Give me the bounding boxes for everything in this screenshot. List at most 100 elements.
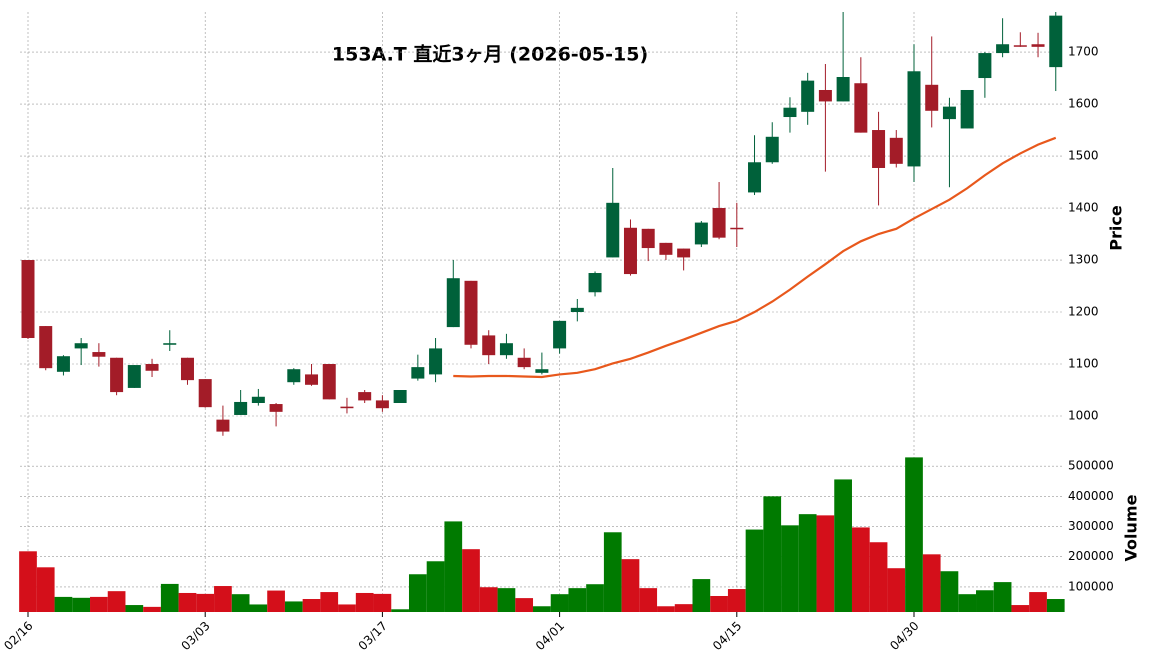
candle-body — [1031, 44, 1045, 47]
candle-body — [145, 364, 159, 371]
y-tick-label: 1400 — [1068, 201, 1099, 215]
candle-body — [836, 76, 850, 102]
volume-bar — [267, 590, 285, 612]
candle-body — [39, 326, 53, 369]
volume-bar — [355, 592, 374, 612]
volume-bar — [426, 561, 445, 612]
volume-bar — [143, 606, 161, 612]
candle-body — [889, 137, 903, 164]
candle-body — [110, 357, 124, 393]
candle-body — [375, 400, 389, 409]
volume-bar — [940, 571, 959, 612]
volume-bar — [674, 604, 693, 612]
volume-bar — [710, 595, 728, 612]
candle-body — [659, 242, 673, 255]
volume-bar — [905, 457, 923, 612]
y-tick-label: 1100 — [1068, 357, 1099, 371]
candle-body — [340, 406, 354, 409]
candle-body — [1013, 45, 1027, 47]
candle-body — [978, 53, 992, 79]
candle-body — [641, 228, 655, 249]
candle-body — [801, 80, 815, 112]
candle-body — [517, 357, 531, 368]
volume-bar — [1029, 592, 1047, 612]
volume-bar — [727, 589, 746, 612]
volume-bar — [196, 593, 215, 612]
volume-bar — [90, 596, 108, 612]
volume-bar — [408, 574, 427, 612]
candle-body — [783, 107, 797, 118]
candle-body — [180, 357, 194, 381]
volume-bar — [568, 588, 587, 612]
volume-bar — [284, 601, 303, 612]
volume-bar — [976, 590, 994, 612]
candle-body — [996, 44, 1010, 54]
volume-bar — [54, 596, 73, 612]
y-tick-label: 300000 — [1068, 519, 1114, 533]
moving-average-line — [453, 136, 1057, 379]
candle-body — [56, 356, 70, 372]
volume-bar — [834, 479, 852, 612]
candle-body — [730, 227, 744, 230]
volume-bar — [107, 591, 126, 612]
volume-bar — [586, 584, 604, 612]
volume-bar — [178, 592, 197, 612]
y-tick-label: 1000 — [1068, 409, 1099, 423]
candle-body — [854, 83, 868, 133]
volume-bar — [887, 568, 906, 612]
candle-body — [21, 260, 35, 339]
candle-body — [269, 404, 283, 412]
volume-bar — [869, 542, 888, 612]
volume-axis-label: Volume — [1122, 494, 1141, 561]
candle-body — [535, 369, 549, 373]
candle-body — [748, 162, 762, 193]
volume-bar — [621, 559, 640, 612]
candle-body — [588, 273, 602, 293]
volume-bar — [479, 587, 498, 612]
volume-bar — [320, 592, 339, 612]
y-tick-label: 1600 — [1068, 97, 1099, 111]
volume-bar — [19, 551, 37, 612]
y-tick-label: 100000 — [1068, 579, 1114, 593]
candle-body — [92, 352, 106, 357]
volume-bar — [160, 583, 179, 612]
volume-bar — [922, 554, 941, 612]
candle-body — [322, 364, 336, 400]
volume-bar — [1046, 599, 1065, 612]
candle-body — [358, 392, 372, 401]
candle-body — [198, 379, 212, 408]
candle-body — [606, 202, 620, 258]
x-tick-label: 03/17 — [356, 619, 390, 653]
volume-bar — [497, 588, 516, 612]
volume-bar — [692, 579, 711, 612]
candle-body — [251, 396, 265, 404]
volume-bar — [515, 598, 534, 612]
x-tick-label: 04/15 — [710, 619, 744, 653]
y-tick-label: 400000 — [1068, 489, 1114, 503]
candle-body — [623, 227, 637, 275]
candle-body — [287, 369, 301, 383]
volume-bar — [993, 582, 1012, 612]
candle-body — [74, 343, 88, 349]
volume-bar — [373, 593, 392, 612]
candle-body — [925, 84, 939, 111]
candle-body — [960, 89, 974, 129]
volume-bar — [533, 606, 551, 612]
volume-bar — [851, 527, 870, 612]
volume-bar — [781, 525, 799, 612]
x-tick-label: 02/16 — [1, 619, 35, 653]
candle-body — [464, 280, 478, 345]
volume-bar — [72, 597, 91, 612]
y-tick-label: 1300 — [1068, 253, 1099, 267]
volume-bar — [958, 594, 977, 612]
candle-body — [570, 307, 584, 313]
volume-bar — [302, 599, 321, 612]
candle-body — [907, 71, 921, 167]
candle-body — [677, 248, 691, 258]
volume-bar — [657, 606, 675, 612]
volume-bar — [745, 529, 764, 612]
candle-body — [942, 106, 956, 120]
candle-body — [499, 343, 513, 356]
volume-bar — [462, 549, 480, 612]
